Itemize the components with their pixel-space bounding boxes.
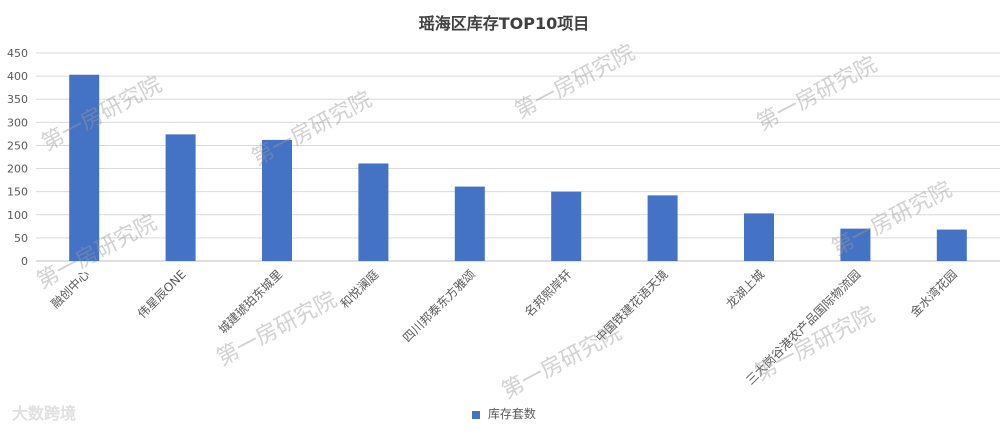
x-tick-label: 金水湾花园	[907, 267, 960, 320]
y-tick-label: 150	[7, 186, 28, 199]
watermark: 第一房研究院	[753, 52, 881, 136]
bar	[936, 229, 967, 261]
y-tick-label: 400	[7, 70, 28, 83]
bar	[744, 213, 774, 261]
y-tick-label: 0	[21, 255, 28, 268]
x-tick-label: 龙湖上城	[723, 267, 768, 312]
watermark: 第一房研究院	[248, 87, 376, 171]
bar	[358, 163, 389, 261]
chart-title: 瑶海区库存TOP10项目	[418, 14, 590, 33]
bar	[69, 74, 100, 261]
bar	[165, 134, 196, 261]
x-tick-label: 伟星辰ONE	[135, 267, 189, 321]
y-tick-label: 250	[7, 139, 28, 152]
y-tick-label: 200	[7, 163, 28, 176]
watermark: 第一房研究院	[498, 320, 626, 404]
legend: 库存套数	[0, 405, 1008, 422]
bar	[454, 186, 485, 261]
y-tick-label: 300	[7, 116, 28, 129]
legend-label: 库存套数	[487, 407, 536, 421]
y-tick-label: 450	[7, 47, 28, 60]
y-tick-label: 350	[7, 93, 28, 106]
x-tick-label: 名邦熙岸轩	[521, 267, 574, 320]
bar	[262, 139, 292, 261]
legend-swatch	[472, 410, 481, 419]
bar	[551, 191, 582, 261]
watermark: 第一房研究院	[38, 72, 166, 156]
bar	[647, 195, 678, 261]
y-tick-label: 50	[14, 232, 28, 245]
x-tick-label: 和悦澜庭	[337, 267, 382, 312]
bar	[840, 228, 871, 261]
y-tick-label: 100	[7, 209, 28, 222]
corner-watermark: 大数跨境	[12, 404, 77, 423]
x-tick-label: 四川邦泰东方雅颂	[399, 267, 477, 345]
